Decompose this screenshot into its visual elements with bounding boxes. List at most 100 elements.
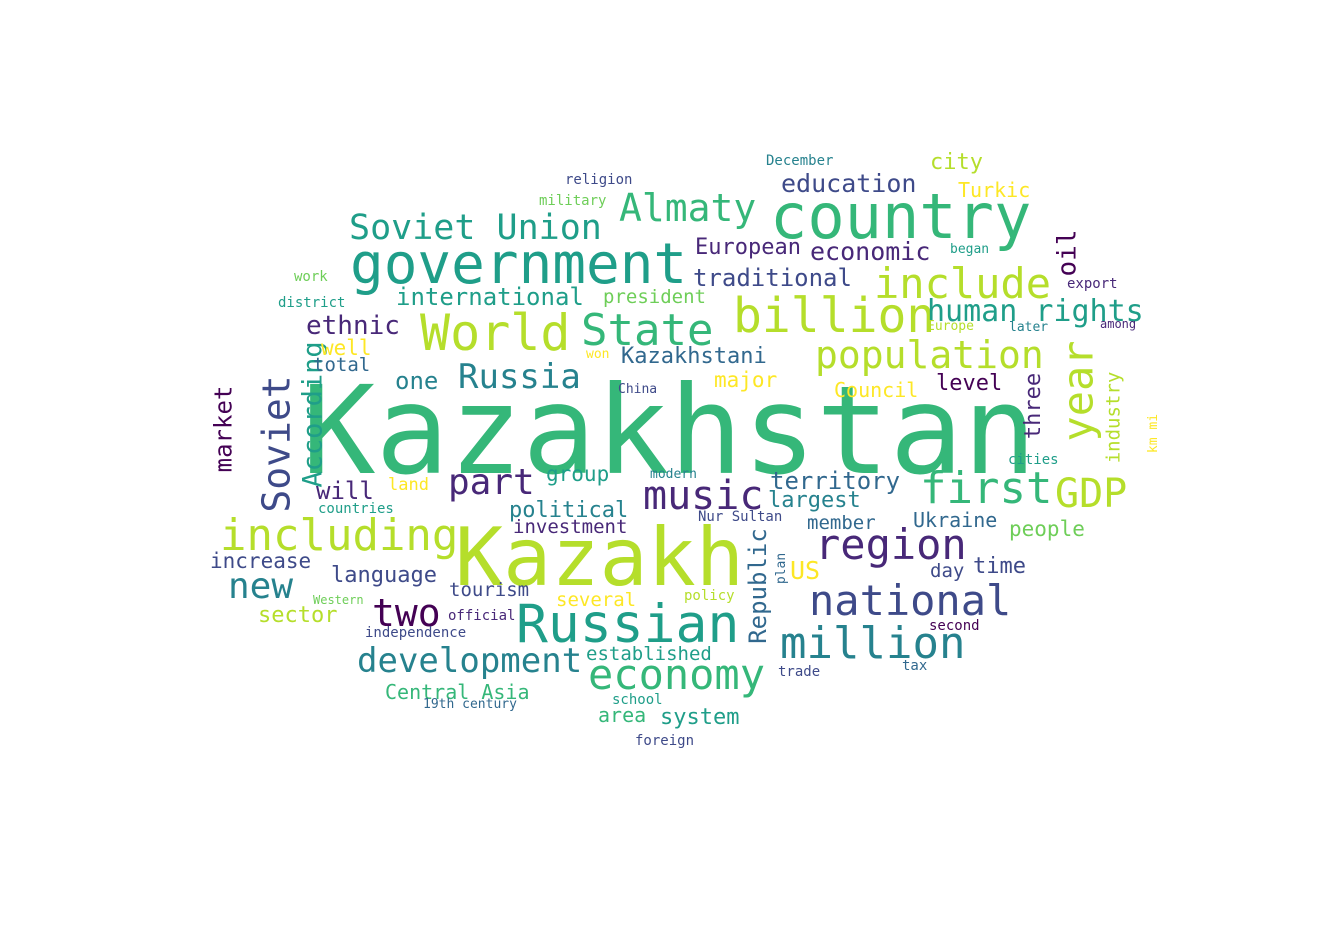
word-gdp: GDP [1055, 471, 1128, 517]
word-later: later [1009, 320, 1049, 335]
word-kazakhstani: Kazakhstani [621, 344, 767, 369]
word-us: US [790, 556, 821, 585]
word-economic: economic [810, 237, 931, 266]
word-began: began [950, 242, 990, 257]
word-country: country [770, 180, 1032, 253]
word-modern: modern [650, 467, 697, 482]
word-economy: economy [588, 650, 766, 699]
word-traditional: traditional [693, 264, 852, 292]
word-two: two [372, 591, 441, 635]
word-turkic: Turkic [958, 178, 1031, 202]
word-europe: Europe [927, 319, 974, 334]
word-foreign: foreign [635, 733, 695, 749]
word-second: second [929, 618, 980, 634]
word-cities: cities [1008, 452, 1059, 468]
word-million: million [780, 618, 966, 669]
word-level: level [936, 371, 1003, 396]
word-trade: trade [778, 664, 821, 680]
word-will: will [316, 477, 374, 505]
word-sector: sector [258, 603, 338, 628]
word-won: won [586, 347, 610, 362]
word-new: new [228, 566, 294, 607]
word-european: European [695, 235, 801, 260]
word-district: district [278, 295, 346, 311]
word-system: system [660, 705, 740, 730]
word-part: part [448, 462, 535, 503]
word-state: State [581, 305, 714, 356]
word-land: land [388, 475, 429, 495]
word-group: group [546, 462, 610, 486]
word-including: including [220, 510, 459, 561]
word-member: member [807, 512, 876, 534]
word-official: official [448, 608, 516, 624]
word-western: Western [313, 593, 364, 607]
word-policy: policy [684, 588, 735, 604]
word-population: population [815, 333, 1044, 377]
word-billion: billion [733, 288, 936, 344]
word-international: international [396, 283, 584, 311]
word-central-asia: Central Asia [385, 680, 530, 704]
word-investment: investment [513, 516, 628, 538]
word-soviet: Soviet [254, 375, 299, 513]
word-music: music [643, 473, 764, 519]
word-education: education [781, 169, 917, 198]
word-independence: independence [365, 625, 467, 641]
word-tax: tax [902, 658, 928, 674]
word-development: development [357, 641, 583, 681]
word-china: China [618, 382, 658, 397]
word-city: city [930, 150, 983, 175]
word-established: established [586, 643, 712, 665]
word-almaty: Almaty [619, 186, 757, 230]
word-largest: largest [768, 488, 861, 513]
word-president: president [603, 286, 706, 308]
word-military: military [539, 193, 607, 209]
word-one: one [395, 367, 439, 395]
word-political: political [509, 498, 629, 523]
word-republic: Republic [743, 528, 772, 644]
word-people: people [1009, 517, 1085, 541]
word-market: market [209, 385, 238, 473]
word-plan: plan [774, 552, 790, 585]
word-national: national [809, 576, 1012, 625]
word-government: government [350, 232, 688, 297]
word-nur-sultan: Nur Sultan [698, 509, 783, 525]
word-tourism: tourism [449, 579, 530, 601]
word-day: day [930, 560, 965, 582]
word-region: region [815, 520, 967, 569]
word-language: language [331, 563, 437, 588]
word-kazakh: Kazakh [455, 511, 744, 604]
word-human-rights: human rights [927, 294, 1144, 329]
word-year: year [1053, 340, 1103, 442]
word-three: three [1021, 372, 1047, 440]
word-export: export [1067, 276, 1118, 292]
word-russia: Russia [458, 357, 581, 397]
word-december: December [766, 153, 834, 169]
word-territory: territory [770, 467, 901, 495]
word-countries: countries [318, 501, 394, 517]
word-include: include [874, 259, 1052, 308]
word-school: school [612, 692, 663, 708]
word-work: work [294, 269, 328, 285]
word-oil: oil [1052, 229, 1083, 277]
word-world: World [420, 304, 571, 362]
word-first: first [920, 463, 1053, 514]
word-russian: Russian [516, 594, 740, 655]
word-several: several [556, 589, 637, 611]
word-kazakhstan: Kazakhstan [302, 360, 1037, 502]
word-area: area [598, 703, 647, 727]
word-total: total [313, 354, 371, 376]
word-well: well [321, 336, 372, 360]
word-ethnic: ethnic [306, 311, 400, 341]
word-religion: religion [565, 172, 633, 188]
word-soviet-union: Soviet Union [349, 208, 602, 248]
word-among: among [1100, 317, 1137, 331]
word-ukraine: Ukraine [913, 508, 998, 532]
word-km-mi: km mi [1146, 413, 1162, 454]
word-major: major [714, 368, 778, 392]
word-19th-century: 19th century [423, 697, 517, 712]
word-increase: increase [210, 549, 312, 573]
word-council: Council [834, 378, 919, 402]
word-industry: industry [1102, 371, 1125, 464]
word-time: time [973, 554, 1026, 579]
